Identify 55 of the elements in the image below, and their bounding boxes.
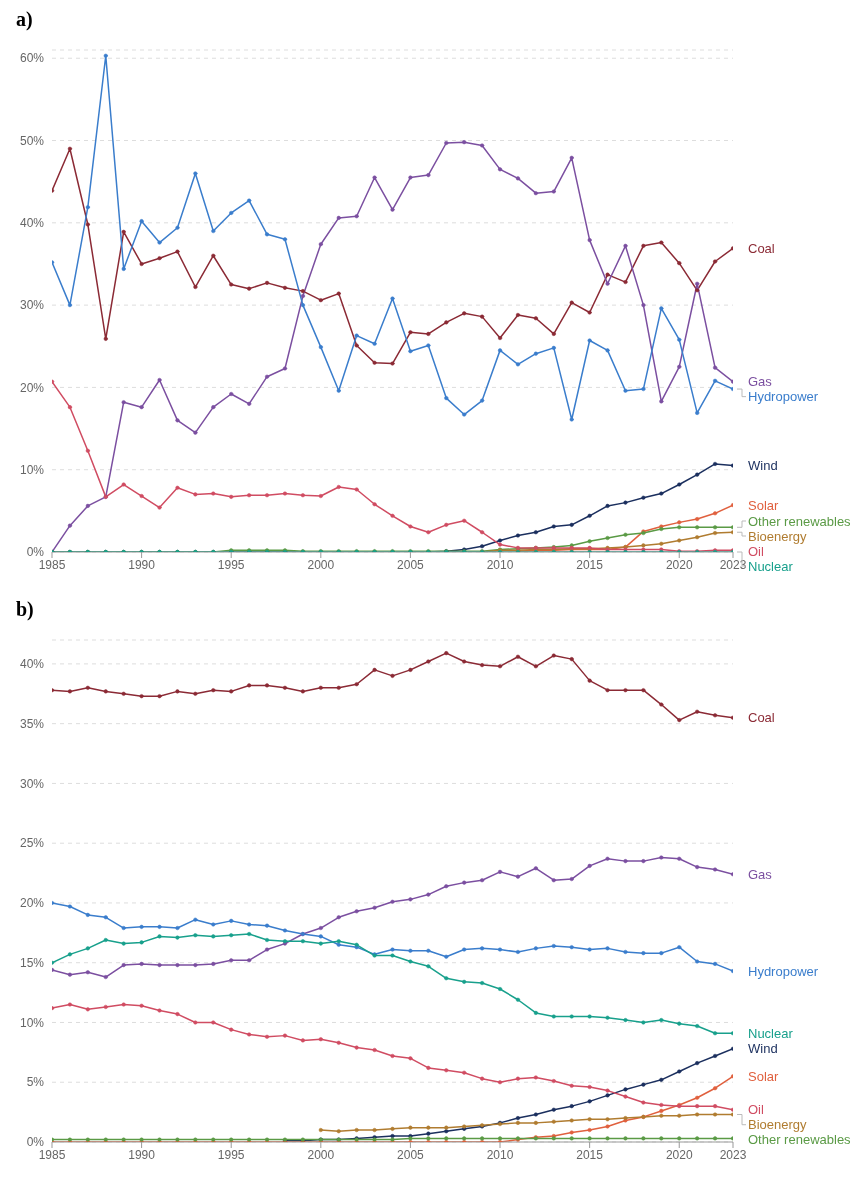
x-tick-label: 2023 [719, 557, 747, 572]
series-label: Solar [748, 497, 780, 513]
y-tick-label: 15% [19, 955, 45, 970]
y-tick-label: 25% [19, 836, 45, 851]
series-label: Other renewables [748, 513, 852, 529]
x-tick-label: 1995 [217, 1147, 245, 1162]
x-tick-label: 2010 [486, 557, 514, 572]
y-tick-label: 5% [26, 1075, 45, 1090]
y-tick-label: 30% [19, 776, 45, 791]
line-series [52, 1002, 733, 1112]
y-tick-label: 40% [19, 657, 45, 672]
series-label: Oil [748, 543, 764, 559]
y-tick-label: 20% [19, 896, 45, 911]
y-tick-label: 40% [19, 216, 45, 231]
y-tick-label: 50% [19, 133, 45, 148]
chart-title: b) [15, 598, 35, 622]
series-label: Nuclear [748, 1025, 794, 1041]
y-tick-label: 10% [19, 462, 45, 477]
y-tick-label: 0% [26, 1135, 45, 1150]
x-tick-label: 1990 [128, 557, 156, 572]
x-tick-label: 2015 [576, 1147, 604, 1162]
y-tick-label: 35% [19, 716, 45, 731]
x-tick-label: 2005 [397, 1147, 425, 1162]
series-label: Bioenergy [748, 528, 808, 544]
series-label: Hydropower [748, 389, 819, 405]
x-tick-label: 1990 [128, 1147, 156, 1162]
x-tick-label: 1985 [38, 1147, 66, 1162]
x-tick-label: 2020 [665, 1147, 693, 1162]
x-tick-label: 1985 [38, 557, 66, 572]
series-label: Coal [748, 710, 775, 726]
x-tick-label: 2000 [307, 1147, 335, 1162]
x-tick-label: 2000 [307, 557, 335, 572]
series-label: Nuclear [748, 558, 794, 574]
series-label: Solar [748, 1068, 780, 1084]
y-tick-label: 0% [26, 545, 45, 560]
series-label: Wind [748, 458, 778, 474]
y-tick-label: 20% [19, 380, 45, 395]
series-label: Gas [748, 374, 773, 390]
x-tick-label: 2023 [719, 1147, 747, 1162]
x-tick-label: 2020 [665, 557, 693, 572]
x-tick-label: 2010 [486, 1147, 514, 1162]
x-tick-label: 1995 [217, 557, 245, 572]
series-label: Wind [748, 1041, 778, 1057]
series-label: Bioenergy [748, 1117, 808, 1133]
series-label: Gas [748, 866, 773, 882]
x-tick-label: 2005 [397, 557, 425, 572]
chart-title: a) [15, 8, 34, 32]
y-tick-label: 10% [19, 1015, 45, 1030]
y-tick-label: 30% [19, 298, 45, 313]
series-label: Oil [748, 1102, 764, 1118]
series-label: Other renewables [748, 1132, 852, 1148]
series-label: Coal [748, 240, 775, 256]
y-tick-label: 60% [19, 51, 45, 66]
x-tick-label: 2015 [576, 557, 604, 572]
series-label: Hydropower [748, 963, 819, 979]
